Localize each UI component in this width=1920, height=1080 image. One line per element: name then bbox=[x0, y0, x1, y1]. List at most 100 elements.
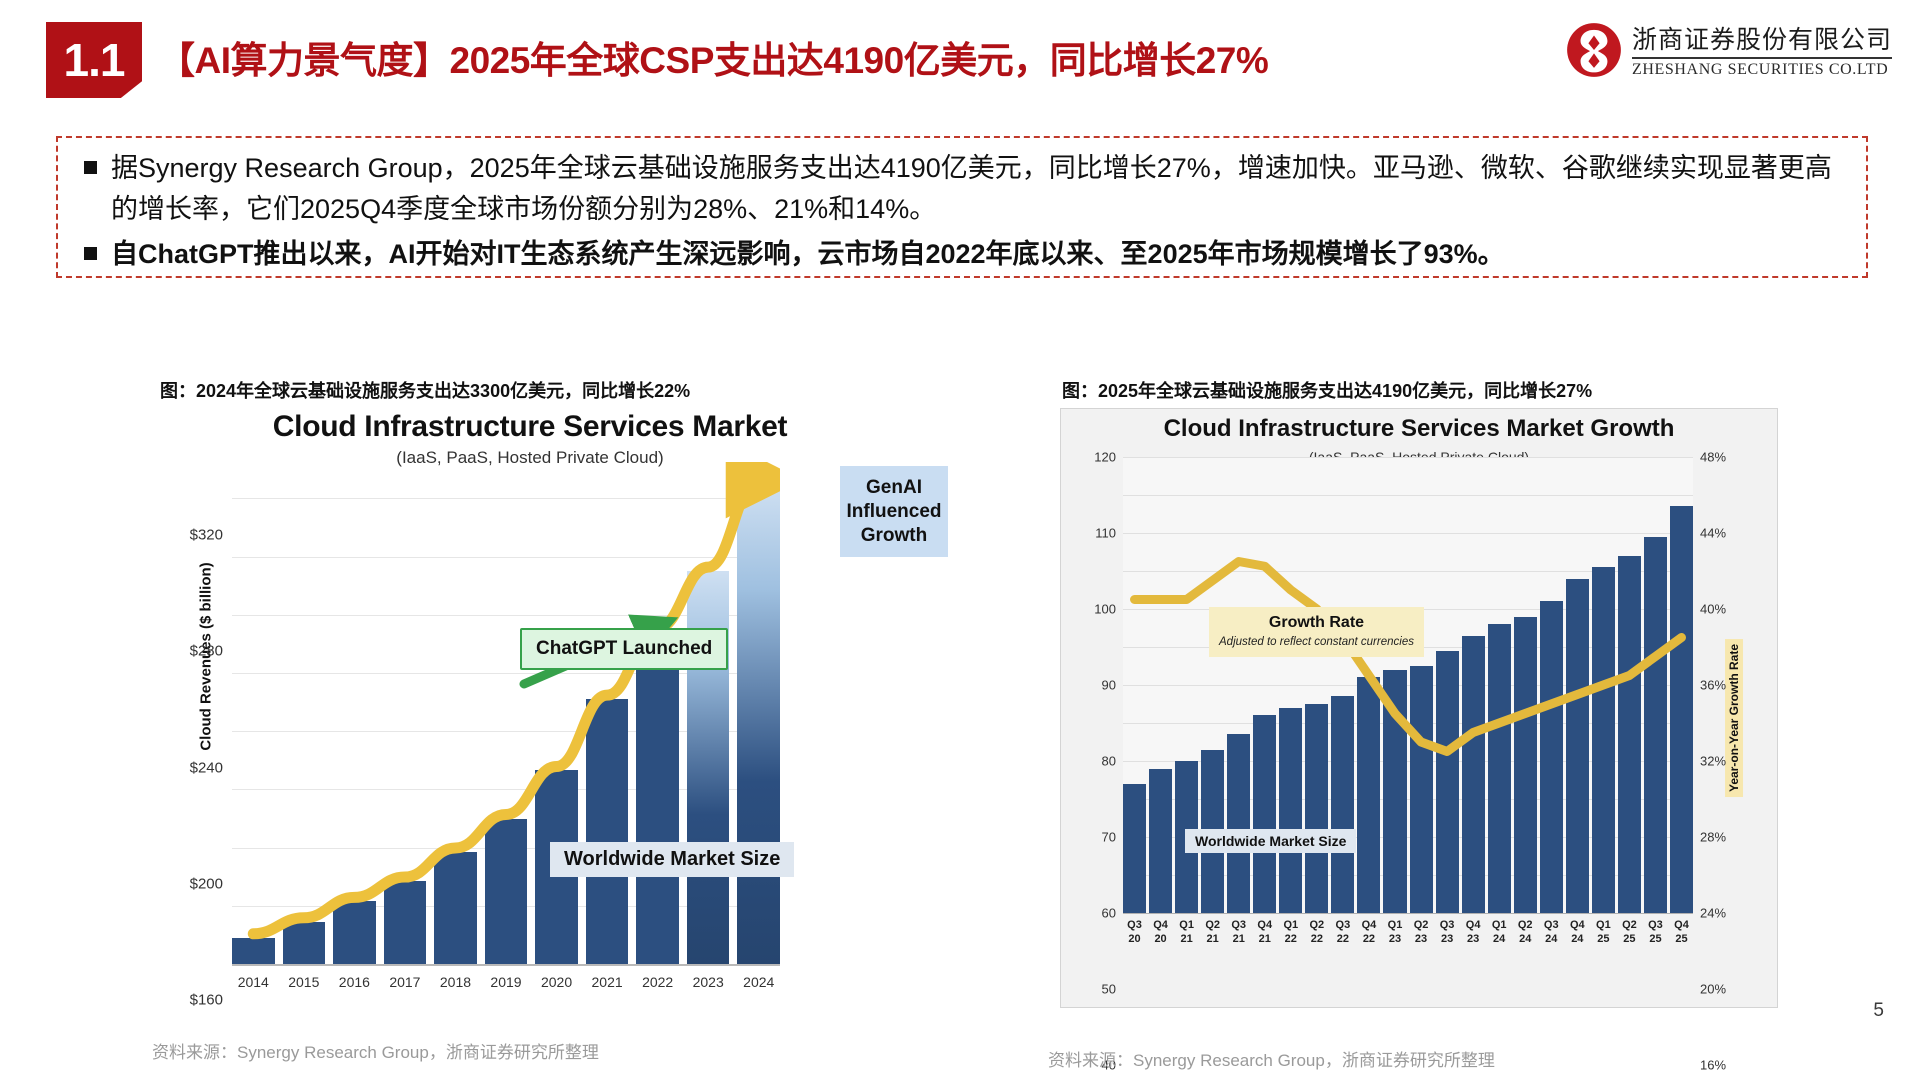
gridline: 208% bbox=[1123, 837, 1693, 838]
bar bbox=[1383, 669, 1407, 913]
logo-company-en: ZHESHANG SECURITIES CO.LTD bbox=[1631, 61, 1889, 78]
bar bbox=[1461, 635, 1485, 913]
x-tick-label: 2020 bbox=[540, 974, 573, 990]
bar bbox=[1253, 715, 1277, 913]
x-tick-label: Q2 25 bbox=[1622, 919, 1637, 945]
square-bullet-icon bbox=[84, 247, 97, 260]
growth-rate-annotation: Growth Rate Adjusted to reflect constant… bbox=[1209, 607, 1424, 657]
right-chart-x-tick-labels: Q3 20 Q4 20 Q1 21 Q2 21 Q3 21 Q4 21 Q1 22 Q2 22 Q3 22 Q4 22… bbox=[1123, 919, 1693, 947]
bar bbox=[1409, 666, 1433, 913]
x-tick-label: Q3 20 bbox=[1127, 919, 1142, 945]
y-tick-label-right: 24% bbox=[1700, 905, 1727, 921]
bullet-paragraph-2: 自ChatGPT推出以来，AI开始对IT生态系统产生深远影响，云市场自2022年… bbox=[84, 234, 1844, 275]
y-tick-label-right: 44% bbox=[1700, 525, 1727, 541]
bar bbox=[1305, 704, 1329, 913]
bar bbox=[1487, 624, 1511, 913]
gridline: 104% bbox=[1123, 875, 1693, 876]
y-tick-label-right: 16% bbox=[1700, 1057, 1727, 1073]
x-tick-label: 2014 bbox=[237, 974, 269, 990]
x-tick-label: Q1 22 bbox=[1283, 919, 1299, 945]
left-source-note: 资料来源：Synergy Research Group，浙商证券研究所整理 bbox=[152, 1043, 599, 1062]
y-tick-label-left: 100 bbox=[1094, 601, 1116, 617]
bar bbox=[1331, 696, 1355, 913]
worldwide-market-size-annotation-left: Worldwide Market Size bbox=[550, 842, 795, 877]
x-tick-label: Q4 24 bbox=[1569, 919, 1585, 945]
right-chart-caption: 图：2025年全球云基础设施服务支出达4190亿美元，同比增长27% bbox=[1062, 381, 1593, 401]
x-tick-label: Q3 23 bbox=[1439, 919, 1455, 945]
y-tick-label-right: 36% bbox=[1700, 677, 1727, 693]
zheshang-logo-icon bbox=[1567, 22, 1621, 77]
y-tick-label: $200 bbox=[189, 875, 223, 893]
gridline: 100 40% bbox=[1094, 533, 1726, 617]
x-tick-label: Q1 24 bbox=[1491, 919, 1507, 945]
logo-company-cn: 浙商证券股份有限公司 bbox=[1631, 20, 1892, 59]
y-tick-label: $240 bbox=[189, 759, 223, 777]
x-tick-label: Q4 21 bbox=[1257, 919, 1273, 945]
x-tick-label: Q2 21 bbox=[1205, 919, 1220, 945]
y-tick-label-right: 40% bbox=[1700, 601, 1727, 617]
x-tick-label: Q4 22 bbox=[1361, 919, 1377, 945]
bar bbox=[1643, 536, 1667, 913]
bar bbox=[1123, 783, 1147, 913]
y-tick-label-right: 48% bbox=[1700, 449, 1727, 465]
x-tick-label: Q4 25 bbox=[1674, 919, 1689, 945]
y-tick-label: $280 bbox=[189, 642, 223, 660]
bar bbox=[1279, 707, 1303, 913]
right-chart-y-axis-label-right: Year-on-Year Growth Rate bbox=[1724, 638, 1743, 798]
x-tick-label: 2023 bbox=[692, 974, 724, 990]
right-chart-panel: Cloud Infrastructure Services Market Gro… bbox=[1060, 408, 1778, 1073]
bar bbox=[1565, 578, 1589, 913]
worldwide-market-size-annotation-right: Worldwide Market Size bbox=[1185, 829, 1357, 853]
x-tick-label: 2019 bbox=[490, 974, 522, 990]
y-tick-label-left: 70 bbox=[1101, 829, 1116, 845]
x-tick-label: Q3 25 bbox=[1648, 919, 1663, 945]
growth-rate-title: Growth Rate bbox=[1268, 614, 1365, 631]
left-chart-subtitle: (IaaS, PaaS, Hosted Private Cloud) bbox=[396, 448, 664, 467]
bar bbox=[1591, 567, 1615, 913]
logo-text-block: 浙商证券股份有限公司 ZHESHANG SECURITIES CO.LTD bbox=[1631, 20, 1892, 79]
bar bbox=[1513, 616, 1537, 913]
x-tick-label: Q3 21 bbox=[1231, 919, 1247, 945]
y-tick-label-right: 20% bbox=[1700, 981, 1727, 997]
left-chart-caption: 图：2024年全球云基础设施服务支出达3300亿美元，同比增长22% bbox=[160, 381, 691, 401]
y-tick-label-right: 32% bbox=[1700, 753, 1727, 769]
y-tick-label: $160 bbox=[189, 991, 223, 1009]
x-tick-label: 2021 bbox=[591, 974, 623, 990]
y-tick-label-left: 60 bbox=[1101, 905, 1116, 921]
left-chart-plot-area: $0$40$80$120$160$200$240$280$320 bbox=[190, 462, 781, 1009]
gridline: 40 16% bbox=[1102, 761, 1726, 1073]
left-chart-title: Cloud Infrastructure Services Market bbox=[272, 410, 788, 443]
right-chart-title: Cloud Infrastructure Services Market Gro… bbox=[1163, 415, 1675, 442]
y-tick-label-left: 90 bbox=[1101, 677, 1116, 693]
y-tick-label-left: 40 bbox=[1101, 1057, 1116, 1073]
bullet-paragraph-1: 据Synergy Research Group，2025年全球云基础设施服务支出… bbox=[84, 148, 1844, 230]
y-tick-label-right: 28% bbox=[1700, 829, 1727, 845]
bar bbox=[1357, 677, 1381, 913]
left-chart-panel: Cloud Infrastructure Services Market (Ia… bbox=[150, 408, 980, 1009]
x-tick-label: 2022 bbox=[642, 974, 674, 990]
bar bbox=[1617, 555, 1641, 913]
x-tick-label: 2024 bbox=[743, 974, 775, 990]
x-tick-label: Q3 24 bbox=[1543, 919, 1559, 945]
y-tick-label-left: 80 bbox=[1101, 753, 1116, 769]
page-title: 【AI算力景气度】2025年全球CSP支出达4190亿美元，同比增长27% bbox=[158, 40, 1269, 81]
x-tick-label: 2018 bbox=[439, 974, 472, 990]
section-number-badge: 1.1 bbox=[46, 22, 142, 98]
section-number: 1.1 bbox=[63, 34, 126, 86]
left-chart-bars bbox=[232, 462, 781, 964]
summary-box: 据Synergy Research Group，2025年全球云基础设施服务支出… bbox=[56, 136, 1868, 278]
x-tick-label: 2016 bbox=[338, 974, 370, 990]
y-tick-label-left: 110 bbox=[1095, 525, 1116, 541]
left-chart-x-axis bbox=[232, 964, 780, 966]
company-logo: 浙商证券股份有限公司 ZHESHANG SECURITIES CO.LTD bbox=[1566, 20, 1892, 79]
x-tick-label: Q1 21 bbox=[1179, 919, 1194, 945]
chatgpt-launched-annotation: ChatGPT Launched bbox=[520, 628, 729, 670]
growth-rate-subtitle: Adjusted to reflect constant currencies bbox=[1219, 636, 1414, 648]
right-source-note: 资料来源：Synergy Research Group，浙商证券研究所整理 bbox=[1048, 1051, 1495, 1070]
gridline: 120 48% bbox=[1094, 450, 1726, 465]
x-tick-label: Q3 22 bbox=[1335, 919, 1351, 945]
bar bbox=[1669, 506, 1694, 913]
bar bbox=[1435, 650, 1459, 913]
x-tick-label: Q1 25 bbox=[1596, 919, 1611, 945]
